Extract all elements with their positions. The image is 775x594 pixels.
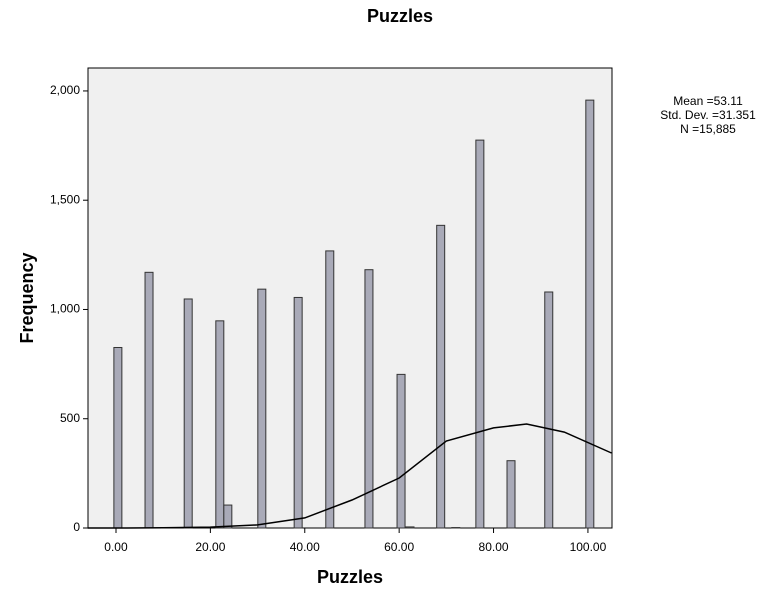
bar: [183, 298, 193, 529]
y-tick-label: 0: [73, 520, 80, 534]
y-tick-label: 1,500: [50, 192, 80, 206]
bar: [396, 373, 406, 529]
bar: [257, 288, 267, 529]
stat-text: Mean =53.11: [673, 94, 743, 108]
x-tick-label: 20.00: [195, 540, 225, 554]
bar: [364, 269, 374, 529]
x-tick-label: 40.00: [290, 540, 320, 554]
bar: [223, 504, 233, 529]
x-axis-label: Puzzles: [317, 567, 383, 587]
y-axis-label: Frequency: [17, 252, 37, 343]
bar: [436, 224, 446, 529]
plot-area: [87, 67, 613, 529]
x-tick-label: 0.00: [104, 540, 128, 554]
normal-curve: [87, 423, 612, 529]
x-tick-label: 100.00: [570, 540, 607, 554]
bar: [544, 291, 554, 529]
bar: [585, 99, 595, 529]
stat-text: Std. Dev. =31.351: [660, 108, 756, 122]
bar: [405, 526, 415, 529]
bar: [293, 296, 303, 529]
y-tick-label: 500: [60, 411, 80, 425]
stat-text: N =15,885: [680, 122, 736, 136]
chart-title: Puzzles: [367, 6, 433, 26]
bar: [506, 460, 516, 529]
bar: [113, 346, 123, 529]
bar: [475, 139, 485, 529]
y-tick-label: 1,000: [50, 302, 80, 316]
bar: [144, 271, 154, 529]
bar: [215, 320, 225, 529]
x-tick-label: 60.00: [384, 540, 414, 554]
y-tick-label: 2,000: [50, 83, 80, 97]
x-tick-label: 80.00: [479, 540, 509, 554]
bar: [325, 250, 335, 529]
